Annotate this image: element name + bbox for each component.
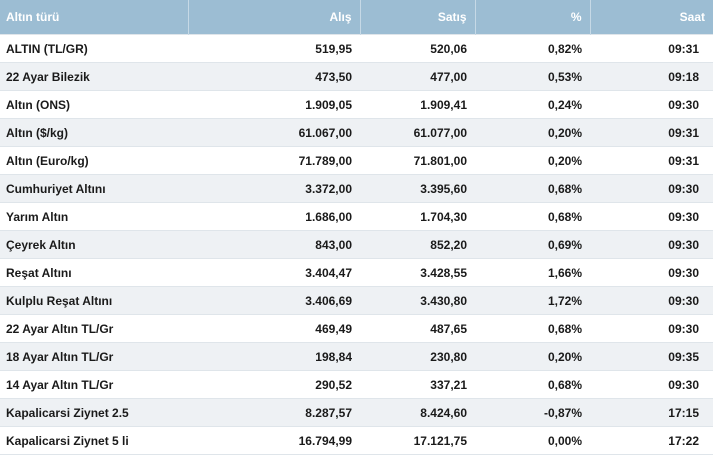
cell-change-percent: 0,53% bbox=[475, 62, 590, 91]
table-row[interactable]: Kapalicarsi Ziynet 5 li 16.794,99 17.121,7… bbox=[0, 426, 713, 455]
cell-gold-type: 18 Ayar Altın TL/Gr bbox=[0, 342, 188, 371]
cell-time: 09:31 bbox=[590, 118, 713, 147]
cell-gold-type: Altın ($/kg) bbox=[0, 118, 188, 147]
cell-buy-price: 843,00 bbox=[188, 230, 360, 259]
cell-change-percent: 0,20% bbox=[475, 146, 590, 175]
cell-time: 17:22 bbox=[590, 426, 713, 455]
table-row[interactable]: Altın (Euro/kg) 71.789,00 71.801,00 0,20% 09… bbox=[0, 146, 713, 175]
cell-buy-price: 290,52 bbox=[188, 370, 360, 399]
cell-change-percent: 0,00% bbox=[475, 426, 590, 455]
table-row[interactable]: 18 Ayar Altın TL/Gr 198,84 230,80 0,20% 09:3… bbox=[0, 342, 713, 371]
cell-time: 09:31 bbox=[590, 34, 713, 63]
cell-sell-price: 3.430,80 bbox=[360, 286, 475, 315]
cell-time: 09:18 bbox=[590, 62, 713, 91]
cell-buy-price: 1.686,00 bbox=[188, 202, 360, 231]
table-row[interactable]: Kulplu Reşat Altını 3.406,69 3.430,80 1,72%… bbox=[0, 286, 713, 315]
cell-change-percent: 0,20% bbox=[475, 342, 590, 371]
cell-change-percent: 0,68% bbox=[475, 174, 590, 203]
cell-time: 09:30 bbox=[590, 370, 713, 399]
cell-time: 09:35 bbox=[590, 342, 713, 371]
cell-gold-type: 14 Ayar Altın TL/Gr bbox=[0, 370, 188, 399]
cell-sell-price: 337,21 bbox=[360, 370, 475, 399]
cell-change-percent: -0,87% bbox=[475, 398, 590, 427]
cell-gold-type: 22 Ayar Bilezik bbox=[0, 62, 188, 91]
cell-change-percent: 1,72% bbox=[475, 286, 590, 315]
cell-time: 09:30 bbox=[590, 314, 713, 343]
table-row[interactable]: Reşat Altını 3.404,47 3.428,55 1,66% 09:30 bbox=[0, 258, 713, 287]
cell-sell-price: 1.704,30 bbox=[360, 202, 475, 231]
header-buy[interactable]: Alış bbox=[188, 0, 361, 35]
cell-time: 09:31 bbox=[590, 146, 713, 175]
cell-change-percent: 0,82% bbox=[475, 34, 590, 63]
cell-buy-price: 61.067,00 bbox=[188, 118, 360, 147]
cell-gold-type: Cumhuriyet Altını bbox=[0, 174, 188, 203]
header-time[interactable]: Saat bbox=[590, 0, 713, 35]
cell-time: 09:30 bbox=[590, 174, 713, 203]
cell-time: 09:30 bbox=[590, 230, 713, 259]
cell-sell-price: 230,80 bbox=[360, 342, 475, 371]
cell-change-percent: 0,68% bbox=[475, 370, 590, 399]
table-body: ALTIN (TL/GR) 519,95 520,06 0,82% 09:31 22 Ay… bbox=[0, 34, 713, 455]
header-gold-type[interactable]: Altın türü bbox=[0, 0, 189, 35]
header-change-percent[interactable]: % bbox=[475, 0, 591, 35]
cell-sell-price: 477,00 bbox=[360, 62, 475, 91]
cell-gold-type: Yarım Altın bbox=[0, 202, 188, 231]
table-row[interactable]: ALTIN (TL/GR) 519,95 520,06 0,82% 09:31 bbox=[0, 34, 713, 63]
cell-sell-price: 71.801,00 bbox=[360, 146, 475, 175]
cell-gold-type: Çeyrek Altın bbox=[0, 230, 188, 259]
cell-change-percent: 0,20% bbox=[475, 118, 590, 147]
cell-change-percent: 0,68% bbox=[475, 202, 590, 231]
cell-time: 17:15 bbox=[590, 398, 713, 427]
cell-buy-price: 1.909,05 bbox=[188, 90, 360, 119]
cell-sell-price: 8.424,60 bbox=[360, 398, 475, 427]
cell-gold-type: Reşat Altını bbox=[0, 258, 188, 287]
header-sell[interactable]: Satış bbox=[360, 0, 476, 35]
cell-sell-price: 520,06 bbox=[360, 34, 475, 63]
cell-gold-type: Altın (ONS) bbox=[0, 90, 188, 119]
table-row[interactable]: Kapalicarsi Ziynet 2.5 8.287,57 8.424,60 -0… bbox=[0, 398, 713, 427]
cell-sell-price: 3.428,55 bbox=[360, 258, 475, 287]
table-row[interactable]: Çeyrek Altın 843,00 852,20 0,69% 09:30 bbox=[0, 230, 713, 259]
cell-buy-price: 469,49 bbox=[188, 314, 360, 343]
table-row[interactable]: Altın (ONS) 1.909,05 1.909,41 0,24% 09:30 bbox=[0, 90, 713, 119]
cell-time: 09:30 bbox=[590, 258, 713, 287]
cell-sell-price: 17.121,75 bbox=[360, 426, 475, 455]
cell-buy-price: 3.406,69 bbox=[188, 286, 360, 315]
cell-gold-type: 22 Ayar Altın TL/Gr bbox=[0, 314, 188, 343]
header-row: Altın türü Alış Satış % Saat bbox=[0, 0, 713, 35]
table-header: Altın türü Alış Satış % Saat bbox=[0, 0, 713, 35]
cell-sell-price: 61.077,00 bbox=[360, 118, 475, 147]
cell-buy-price: 3.404,47 bbox=[188, 258, 360, 287]
cell-gold-type: Kulplu Reşat Altını bbox=[0, 286, 188, 315]
cell-buy-price: 473,50 bbox=[188, 62, 360, 91]
cell-time: 09:30 bbox=[590, 90, 713, 119]
cell-sell-price: 852,20 bbox=[360, 230, 475, 259]
cell-buy-price: 3.372,00 bbox=[188, 174, 360, 203]
cell-gold-type: Altın (Euro/kg) bbox=[0, 146, 188, 175]
table-row[interactable]: 22 Ayar Bilezik 473,50 477,00 0,53% 09:18 bbox=[0, 62, 713, 91]
cell-change-percent: 0,69% bbox=[475, 230, 590, 259]
cell-time: 09:30 bbox=[590, 202, 713, 231]
cell-sell-price: 1.909,41 bbox=[360, 90, 475, 119]
cell-gold-type: ALTIN (TL/GR) bbox=[0, 34, 188, 63]
cell-buy-price: 16.794,99 bbox=[188, 426, 360, 455]
table-row[interactable]: Yarım Altın 1.686,00 1.704,30 0,68% 09:30 bbox=[0, 202, 713, 231]
cell-buy-price: 198,84 bbox=[188, 342, 360, 371]
cell-buy-price: 519,95 bbox=[188, 34, 360, 63]
cell-change-percent: 0,68% bbox=[475, 314, 590, 343]
cell-gold-type: Kapalicarsi Ziynet 5 li bbox=[0, 426, 188, 455]
table-row[interactable]: Cumhuriyet Altını 3.372,00 3.395,60 0,68% 09… bbox=[0, 174, 713, 203]
cell-sell-price: 487,65 bbox=[360, 314, 475, 343]
cell-sell-price: 3.395,60 bbox=[360, 174, 475, 203]
table-row[interactable]: 14 Ayar Altın TL/Gr 290,52 337,21 0,68% 09:3… bbox=[0, 370, 713, 399]
cell-buy-price: 8.287,57 bbox=[188, 398, 360, 427]
cell-buy-price: 71.789,00 bbox=[188, 146, 360, 175]
cell-gold-type: Kapalicarsi Ziynet 2.5 bbox=[0, 398, 188, 427]
table-row[interactable]: 22 Ayar Altın TL/Gr 469,49 487,65 0,68% 09:3… bbox=[0, 314, 713, 343]
cell-time: 09:30 bbox=[590, 286, 713, 315]
cell-change-percent: 0,24% bbox=[475, 90, 590, 119]
cell-change-percent: 1,66% bbox=[475, 258, 590, 287]
table-row[interactable]: Altın ($/kg) 61.067,00 61.077,00 0,20% 09:31 bbox=[0, 118, 713, 147]
